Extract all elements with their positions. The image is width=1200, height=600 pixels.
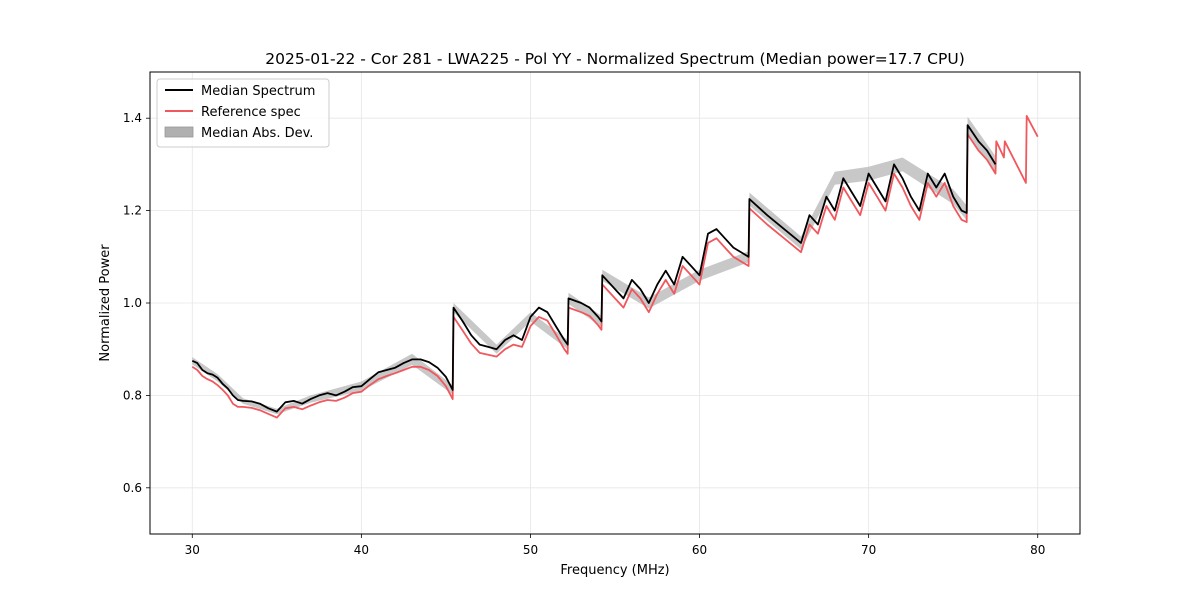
series-layer: [191, 115, 1039, 419]
y-tick-label: 1.2: [123, 204, 142, 218]
legend-box: [156, 78, 330, 148]
x-tick-label: 60: [692, 543, 707, 557]
y-tick-label: 1.4: [123, 111, 142, 125]
chart-title: 2025-01-22 - Cor 281 - LWA225 - Pol YY -…: [265, 50, 965, 68]
median-spectrum-line: [191, 124, 997, 413]
x-tick-label: 30: [185, 543, 200, 557]
legend-reference-label: Reference spec: [201, 105, 301, 120]
grid: [150, 72, 1080, 534]
axis-ticks: 30 40 50 60 70 80 0.6 0.8 1.0 1.2 1.4: [123, 111, 1045, 557]
y-axis-label: Normalized Power: [98, 244, 113, 362]
legend-median-label: Median Spectrum: [201, 84, 315, 99]
x-tick-label: 40: [354, 543, 369, 557]
x-tick-label: 80: [1030, 543, 1045, 557]
legend-mad-patch: [164, 126, 194, 138]
y-tick-label: 0.6: [123, 481, 142, 495]
x-tick-label: 70: [861, 543, 876, 557]
legend: Median Spectrum Reference spec Median Ab…: [156, 78, 330, 148]
y-tick-label: 1.0: [123, 296, 142, 310]
x-tick-label: 50: [523, 543, 538, 557]
reference-spectrum-line: [191, 115, 1039, 419]
x-axis-label: Frequency (MHz): [560, 563, 669, 578]
y-tick-label: 0.8: [123, 388, 142, 402]
legend-mad-label: Median Abs. Dev.: [201, 126, 313, 141]
